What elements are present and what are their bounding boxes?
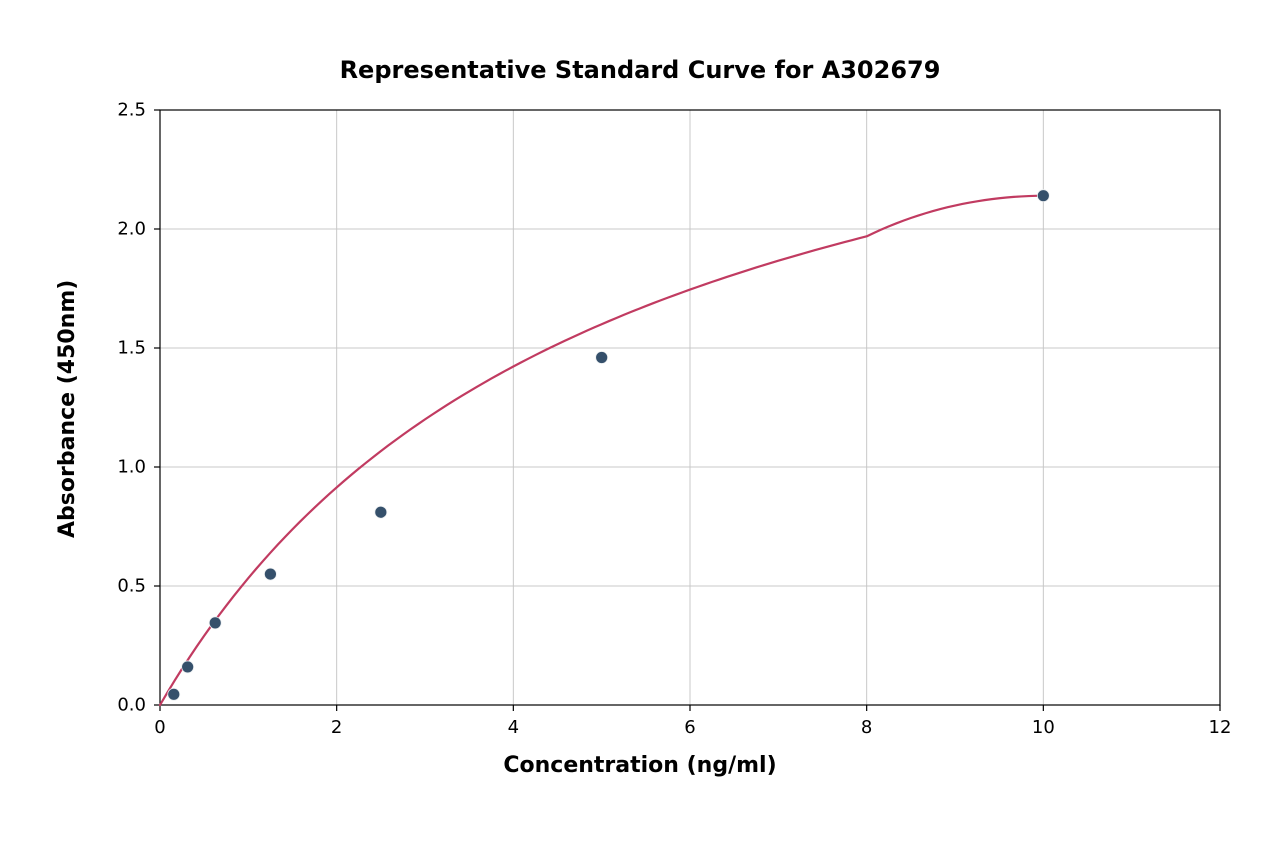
x-tick-label: 2 <box>331 717 342 738</box>
x-tick-label: 4 <box>508 717 519 738</box>
figure: Representative Standard Curve for A30267… <box>0 0 1280 845</box>
chart-svg <box>0 0 1280 845</box>
y-tick-label: 2.5 <box>106 100 146 121</box>
y-tick-label: 1.5 <box>106 338 146 359</box>
x-tick-label: 12 <box>1209 717 1232 738</box>
x-tick-label: 8 <box>861 717 872 738</box>
x-tick-label: 10 <box>1032 717 1055 738</box>
y-tick-label: 2.0 <box>106 219 146 240</box>
x-tick-label: 0 <box>154 717 165 738</box>
y-tick-label: 0.5 <box>106 576 146 597</box>
x-tick-label: 6 <box>684 717 695 738</box>
y-tick-label: 0.0 <box>106 695 146 716</box>
y-tick-label: 1.0 <box>106 457 146 478</box>
